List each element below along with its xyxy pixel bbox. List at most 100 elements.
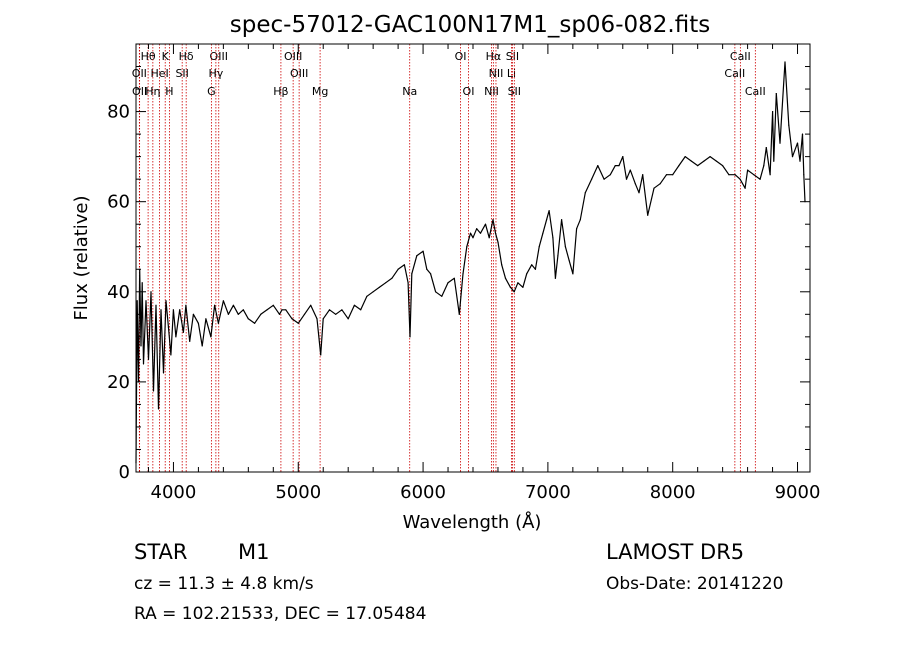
coordinates: RA = 102.21533, DEC = 17.05484 <box>134 604 427 624</box>
line-marker-label: Hδ <box>179 50 194 63</box>
spectrum-point <box>665 174 668 176</box>
spectrum-point <box>328 309 331 311</box>
spectrum-point <box>513 291 515 293</box>
line-marker-label: HeI <box>150 67 168 80</box>
spectrum-point <box>411 273 413 275</box>
line-marker-label: Hγ <box>208 67 223 80</box>
spectrum-point <box>763 165 765 167</box>
spectrum-point <box>407 282 409 284</box>
spectrum-point <box>322 318 324 320</box>
line-marker-label: Hα <box>486 50 502 63</box>
spectrum-point <box>564 246 567 248</box>
line-marker-label: G <box>207 85 216 98</box>
spectrum-point <box>801 133 804 135</box>
y-tick-label: 80 <box>107 102 130 123</box>
spectrum-point <box>484 223 487 225</box>
spectrum-point <box>316 318 318 320</box>
spectrum-point <box>629 169 631 171</box>
object-subclass: M1 <box>238 540 270 564</box>
spectrum-point <box>526 273 528 275</box>
x-tick-label: 7000 <box>525 482 571 503</box>
spectrum-point <box>542 232 544 234</box>
spectrum-point <box>372 291 374 293</box>
spectrum-line <box>135 61 806 464</box>
spectrum-point <box>466 246 468 248</box>
spectrum-point <box>625 178 628 180</box>
y-axis: 0 20 40 60 80 <box>107 66 810 483</box>
spectrum-point <box>494 232 497 234</box>
spectrum-point <box>179 309 181 311</box>
spectrum-point <box>501 264 503 266</box>
line-marker-label: H <box>165 85 173 98</box>
spectrum-point <box>522 286 524 288</box>
spectrum-point <box>479 232 482 234</box>
line-marker-label: Na <box>402 85 417 98</box>
spectrum-point <box>784 61 786 63</box>
spectrum-series <box>135 61 806 464</box>
spectrum-point <box>278 313 281 315</box>
spectrum-point <box>739 178 741 180</box>
spectrum-point <box>492 219 494 221</box>
redshift-readout: cz = 11.3 ± 4.8 km/s <box>134 574 314 594</box>
spectrum-point <box>472 237 474 239</box>
spectrum-point <box>297 322 299 324</box>
spectrum-point <box>697 165 699 167</box>
spectrum-point <box>152 390 155 392</box>
spectrum-point <box>435 291 437 293</box>
spectrum-point <box>534 268 537 270</box>
spectrum-point <box>791 156 794 158</box>
spectrum-point <box>182 331 184 333</box>
spectrum-point <box>488 237 490 239</box>
spectrum-point <box>142 363 145 365</box>
spectrum-point <box>210 336 212 338</box>
spectrum-point <box>476 228 478 230</box>
spectrum-point <box>310 304 312 306</box>
plot-frame <box>135 43 811 473</box>
y-tick-label: 40 <box>107 282 130 303</box>
spectrum-point <box>618 165 620 167</box>
spectrum-point <box>430 273 432 275</box>
spectrum-point <box>303 313 306 315</box>
spectrum-point <box>335 313 337 315</box>
spectrum-point <box>157 408 160 410</box>
line-marker-label: CaII <box>730 50 751 63</box>
spectrum-point <box>653 187 655 189</box>
spectrum-point <box>155 304 157 306</box>
spectrum-point <box>584 192 586 194</box>
line-marker-label: CaII <box>724 67 745 80</box>
spectrum-point <box>728 174 730 176</box>
line-marker-label: OIII <box>210 50 228 63</box>
line-marker-label: Hθ <box>141 50 156 63</box>
spectrum-point <box>772 111 774 113</box>
line-marker-label: CaII <box>745 85 766 98</box>
line-marker-label: Hβ <box>273 85 288 98</box>
spectrum-point <box>803 174 805 176</box>
spectrum-point <box>765 147 767 149</box>
spectrum-point <box>447 282 449 284</box>
spectrum-point <box>136 300 138 302</box>
y-tick-label: 0 <box>119 462 130 483</box>
line-marker-label: OI <box>463 85 475 98</box>
line-marker-label: K <box>162 50 170 63</box>
spectrum-point <box>796 142 799 144</box>
spectrum-point <box>341 309 343 311</box>
object-class: STAR <box>134 540 188 564</box>
observation-date: Obs-Date: 20141220 <box>606 574 784 594</box>
spectrum-point <box>260 313 262 315</box>
spectrum-point <box>192 313 194 315</box>
spectrum-point <box>189 340 191 342</box>
spectrum-point <box>403 264 405 266</box>
spectrum-point <box>160 309 162 311</box>
spectrum-point <box>744 187 746 189</box>
spectrum-point <box>579 219 581 221</box>
spectrum-point <box>638 192 640 194</box>
line-marker-label: SII <box>508 85 521 98</box>
spectrum-point <box>197 322 199 324</box>
spectrum-point <box>504 277 507 279</box>
spectrum-point <box>678 165 680 167</box>
spectrum-point <box>140 345 142 347</box>
spectrum-point <box>554 277 557 279</box>
spectrum-point <box>205 318 207 320</box>
